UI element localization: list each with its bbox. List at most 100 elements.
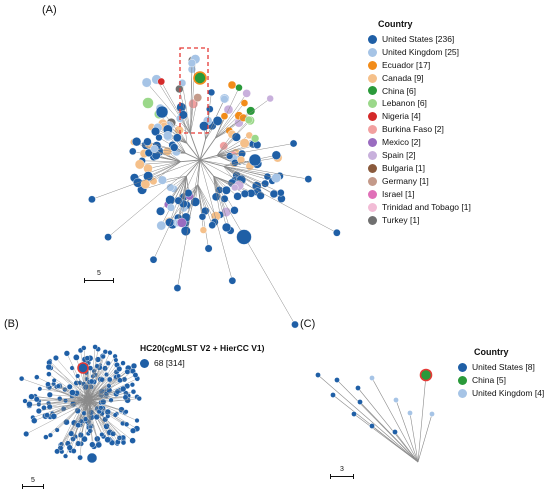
legend-label: United States [236] xyxy=(382,33,455,44)
panel-a-legend: Country United States [236] United Kingdo… xyxy=(368,18,471,227)
tree-branch xyxy=(134,161,181,179)
tree-node xyxy=(231,132,241,142)
tree-branch xyxy=(61,397,87,452)
tree-branch xyxy=(38,396,87,402)
tree-branch xyxy=(49,394,88,398)
legend-item: United States [8] xyxy=(458,361,544,374)
tree-node xyxy=(33,396,40,403)
tree-node xyxy=(73,354,80,361)
tree-branch xyxy=(214,98,271,139)
legend-item: Canada [9] xyxy=(368,72,471,85)
tree-node xyxy=(155,105,169,119)
legend-item: China [5] xyxy=(458,374,544,387)
tree-branch xyxy=(213,175,235,188)
tree-branch xyxy=(91,388,124,398)
tree-branch xyxy=(199,155,218,161)
tree-node xyxy=(393,397,399,403)
tree-node xyxy=(81,435,88,443)
tree-branch xyxy=(317,374,419,463)
tree-branch xyxy=(153,161,181,182)
scale-label-b: 5 xyxy=(31,477,35,484)
tree-branch xyxy=(29,403,87,405)
legend-label: Spain [2] xyxy=(382,150,416,161)
tree-branch xyxy=(216,144,258,156)
tree-node xyxy=(291,320,299,329)
tree-branch xyxy=(186,143,201,161)
legend-swatch-icon xyxy=(458,362,467,372)
tree-branch xyxy=(190,97,198,134)
tree-node xyxy=(228,276,237,285)
tree-branch xyxy=(83,356,104,397)
tree-node xyxy=(99,432,105,438)
tree-node xyxy=(41,405,47,411)
tree-node xyxy=(47,432,53,438)
tree-branch xyxy=(91,399,110,440)
legend-swatch-icon xyxy=(368,163,377,173)
tree-node xyxy=(170,143,179,152)
tree-node xyxy=(142,97,154,109)
tree-node xyxy=(289,139,298,148)
tree-branch xyxy=(197,159,201,185)
tree-node xyxy=(26,401,33,408)
legend-label: China [6] xyxy=(382,85,417,96)
tree-branch xyxy=(83,347,91,400)
tree-node xyxy=(199,226,207,234)
panel-b-label: (B) xyxy=(4,318,19,330)
tree-node xyxy=(221,222,232,232)
tree-branch xyxy=(87,398,140,405)
tree-node xyxy=(45,381,51,388)
tree-branch xyxy=(213,176,227,228)
tree-node xyxy=(175,84,184,94)
tree-branch xyxy=(153,159,201,260)
tree-node xyxy=(43,434,49,440)
tree-node xyxy=(44,412,50,419)
tree-branch xyxy=(57,400,88,431)
tree-node xyxy=(256,191,265,200)
tree-branch xyxy=(177,159,201,289)
tree-branch xyxy=(205,92,212,140)
legend-item: United States [236] xyxy=(368,33,471,46)
tree-node xyxy=(141,77,152,88)
tree-branch xyxy=(197,184,215,223)
tree-branch xyxy=(26,402,88,435)
tree-branch xyxy=(395,399,419,463)
legend-item: Spain [2] xyxy=(368,149,471,162)
tree-node xyxy=(392,429,398,435)
tree-node xyxy=(77,362,89,374)
panel-c-label: (C) xyxy=(300,318,316,330)
legend-label: Nigeria [4] xyxy=(382,111,421,122)
tree-branch xyxy=(85,397,138,421)
tree-node xyxy=(198,212,207,221)
tree-branch xyxy=(199,159,233,281)
tree-node xyxy=(187,58,197,68)
tree-node xyxy=(103,423,110,430)
tree-branch xyxy=(89,379,110,402)
tree-branch xyxy=(146,82,191,134)
tree-node xyxy=(151,126,161,136)
tree-branch xyxy=(91,159,201,200)
tree-node xyxy=(94,363,100,369)
tree-node xyxy=(269,189,279,199)
tree-node xyxy=(104,408,111,416)
tree-branch xyxy=(53,397,87,417)
tree-node xyxy=(88,378,95,385)
tree-branch xyxy=(182,82,191,134)
tree-branch xyxy=(213,175,225,199)
tree-branch xyxy=(181,176,187,223)
tree-node xyxy=(193,93,203,102)
tree-branch xyxy=(139,161,181,165)
legend-item: Lebanon [6] xyxy=(368,97,471,110)
tree-branch xyxy=(87,363,109,403)
tree-node xyxy=(199,121,209,131)
tree-node xyxy=(357,399,363,405)
tree-node xyxy=(248,153,262,167)
tree-node xyxy=(89,441,96,448)
tree-node xyxy=(240,99,249,107)
highlight-box xyxy=(179,47,209,134)
tree-node xyxy=(104,233,112,241)
legend-label: United Kingdom [25] xyxy=(382,46,460,57)
tree-branch xyxy=(223,166,277,179)
tree-node xyxy=(244,115,253,124)
tree-branch xyxy=(197,184,206,212)
tree-node xyxy=(106,376,113,383)
